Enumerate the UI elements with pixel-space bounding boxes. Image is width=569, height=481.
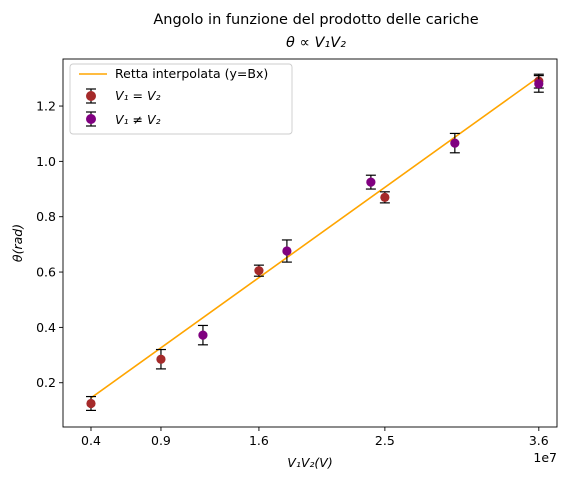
data-point-s1-2	[155, 348, 166, 370]
data-point-s2-1	[197, 324, 208, 346]
data-point-s1-1	[85, 395, 96, 411]
point-marker	[450, 138, 460, 148]
data-point-s2-5	[533, 75, 544, 93]
legend-box	[69, 63, 293, 135]
point-marker	[156, 354, 166, 364]
y-tick-label: 0.4	[36, 320, 56, 335]
x-tick-label: 3.6	[529, 433, 549, 448]
y-axis-label: θ(rad)	[10, 224, 25, 262]
y-axis-ticks: 0.2 0.4 0.6 0.8 1.0 1.2	[36, 99, 63, 390]
legend: Retta interpolata (y=Bx) V₁ = V₂ V₁ ≠ V₂	[69, 63, 293, 135]
x-tick-label: 0.9	[151, 433, 171, 448]
y-tick-label: 1.0	[36, 154, 56, 169]
data-point-s1-3	[253, 264, 264, 277]
y-tick-label: 1.2	[36, 99, 56, 114]
y-tick-label: 0.6	[36, 265, 56, 280]
legend-fit-label: Retta interpolata (y=Bx)	[115, 66, 268, 81]
fit-layer	[90, 76, 540, 399]
x-offset-label: 1e7	[533, 450, 557, 465]
plot-frame	[62, 58, 558, 428]
data-point-s2-2	[281, 239, 292, 263]
data-point-s2-3	[365, 174, 376, 190]
chart-subtitle: θ ∝ V₁V₂	[286, 35, 346, 51]
data-point-s2-4	[449, 132, 460, 154]
legend-series-2-label: V₁ ≠ V₂	[115, 112, 161, 127]
x-tick-label: 1.6	[249, 433, 269, 448]
point-marker	[198, 330, 208, 340]
chart-title: Angolo in funzione del prodotto delle ca…	[153, 12, 478, 28]
y-tick-label: 0.2	[36, 375, 56, 390]
point-marker	[86, 398, 96, 409]
point-marker	[254, 266, 264, 276]
point-marker	[282, 246, 292, 256]
x-axis-ticks: 0.4 0.9 1.6 2.5 3.6	[81, 427, 549, 448]
point-marker	[534, 79, 544, 89]
point-marker	[380, 192, 390, 202]
legend-series-2-swatch	[86, 111, 96, 127]
fit-line	[90, 76, 540, 399]
legend-series-1-label: V₁ = V₂	[115, 88, 161, 103]
y-tick-label: 0.8	[36, 209, 56, 224]
legend-series-1-swatch	[86, 88, 96, 104]
point-marker	[366, 177, 376, 187]
x-axis-label: V₁V₂(V)	[287, 455, 332, 470]
x-tick-label: 2.5	[375, 433, 395, 448]
data-point-s1-4	[379, 191, 390, 204]
x-tick-label: 0.4	[81, 433, 101, 448]
points-layer	[85, 73, 544, 411]
